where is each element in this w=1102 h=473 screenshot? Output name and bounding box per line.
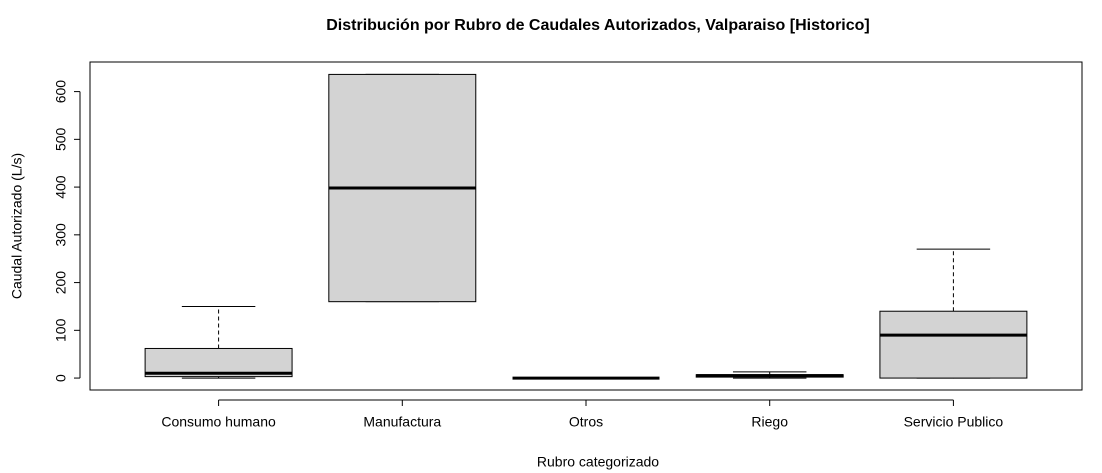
x-axis-label: Rubro categorizado [537,454,659,470]
x-tick-label: Riego [751,414,788,430]
box [879,310,1028,379]
y-tick-label: 400 [53,175,69,199]
y-tick-label: 500 [53,127,69,151]
y-tick-label: 100 [53,318,69,342]
x-tick-label: Consumo humano [161,414,276,430]
chart-title: Distribución por Rubro de Caudales Autor… [326,17,869,34]
x-tick-label: Otros [569,414,603,430]
y-axis-label: Caudal Autorizado (L/s) [9,153,25,299]
plot-frame [89,61,1083,391]
y-tick-label: 600 [53,80,69,104]
x-tick-label: Servicio Publico [904,414,1004,430]
y-tick-label: 300 [53,223,69,247]
x-tick-label: Manufactura [363,414,441,430]
y-tick-label: 200 [53,271,69,295]
y-tick-label: 0 [53,374,69,382]
